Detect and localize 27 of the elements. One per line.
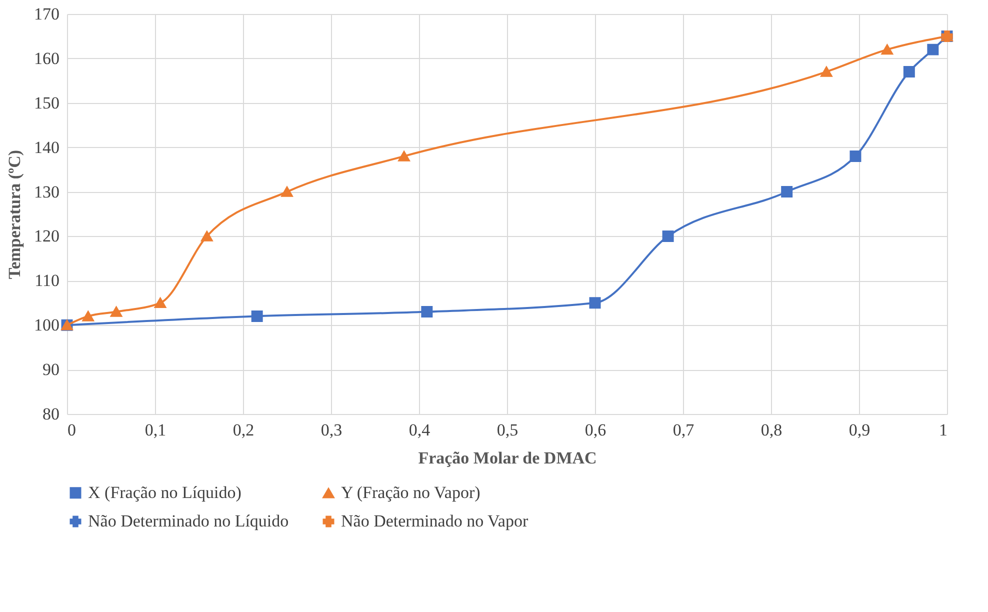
x-tick-label: 0,9 [848,420,870,440]
legend-label: Não Determinado no Líquido [88,512,289,530]
x-tick-label: 1 [939,420,948,440]
y-tick-label: 140 [34,138,60,157]
x-tick-label: 0,8 [760,420,782,440]
x-tick-label: 0,1 [144,420,166,440]
y-tick-label: 100 [34,316,60,335]
y-tick-label: 150 [34,93,60,112]
x-tick-label: 0,7 [672,420,695,440]
x-tick-label: 0,3 [320,420,342,440]
x-tick-label: 0,6 [584,420,606,440]
legend-label: X (Fração no Líquido) [88,482,242,502]
y-tick-label: 160 [34,48,60,68]
y-tick-label: 90 [42,360,60,380]
x-tick-label: 0,4 [408,420,431,440]
x-axis-title: Fração Molar de DMAC [418,448,597,468]
x-tick-label: 0,5 [496,420,518,440]
y-tick-label: 120 [34,226,60,246]
y-tick-label: 110 [34,271,60,290]
legend-label: Não Determinado no Vapor [341,512,528,530]
y-tick-label: 170 [34,4,60,24]
legend-label: Y (Fração no Vapor) [341,483,480,502]
x-tick-label: 0,2 [232,420,254,440]
x-tick-label: 0 [68,420,76,440]
y-tick-label: 80 [42,404,60,424]
y-tick-label: 130 [34,182,60,202]
y-axis-title: Temperatura (ºC) [5,150,24,280]
